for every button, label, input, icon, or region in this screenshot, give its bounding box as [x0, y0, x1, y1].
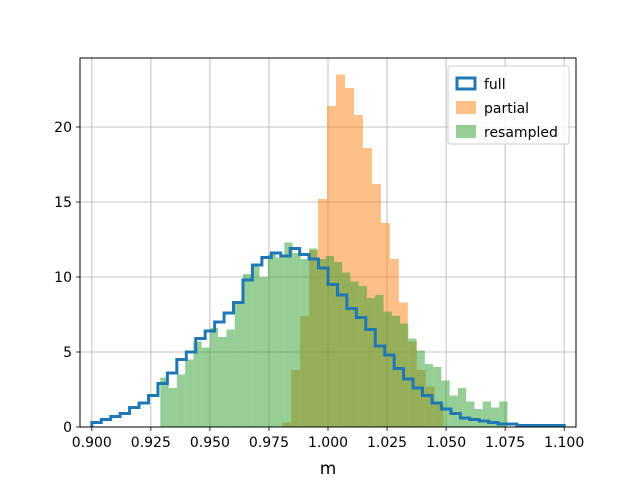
resampled-bar — [433, 367, 442, 427]
resampled-bar — [457, 388, 467, 427]
x-axis-label: m — [320, 459, 337, 479]
x-tick-label: 1.000 — [308, 435, 348, 451]
x-tick-label: 1.100 — [544, 435, 584, 451]
x-tick-label: 0.975 — [249, 435, 289, 451]
resampled-bar — [358, 286, 367, 427]
resampled-bar — [259, 277, 268, 427]
resampled-bar — [466, 401, 475, 427]
partial-bar — [353, 115, 363, 427]
resampled-bar — [325, 256, 334, 427]
resampled-bar — [209, 328, 219, 427]
x-tick-label: 1.075 — [485, 435, 525, 451]
y-tick-label: 0 — [63, 420, 72, 436]
legend-label-full: full — [484, 77, 506, 93]
resampled-bar — [251, 265, 260, 427]
resampled-bar — [218, 337, 227, 427]
resampled-bar — [309, 248, 318, 427]
x-tick-label: 0.950 — [190, 435, 230, 451]
resampled-bar — [242, 274, 252, 427]
resampled-bar — [234, 304, 243, 427]
resampled-bar — [284, 242, 293, 427]
resampled-bar — [201, 347, 210, 427]
legend: full partial resampled — [447, 65, 570, 145]
resampled-bar — [366, 298, 376, 427]
legend-label-resampled: resampled — [484, 125, 558, 141]
legend-swatch-partial — [456, 101, 476, 114]
full-step-line — [90, 247, 566, 427]
partial-bar — [362, 148, 372, 427]
resampled-bar — [292, 253, 301, 427]
resampled-bar — [490, 407, 500, 427]
resampled-bar — [176, 374, 186, 427]
resampled-bar — [168, 388, 177, 427]
resampled-bar — [193, 341, 202, 427]
resampled-bar — [333, 262, 343, 427]
resampled-bar — [375, 295, 384, 427]
y-tick-label: 15 — [54, 195, 72, 211]
x-tick-label: 1.050 — [426, 435, 466, 451]
resampled-bar — [391, 316, 401, 427]
resampled-bar — [383, 311, 392, 427]
resampled-bar — [449, 395, 458, 427]
resampled-bar — [499, 401, 508, 427]
resampled-bar — [482, 401, 491, 427]
partial-bar — [345, 88, 354, 427]
legend-box — [447, 65, 570, 145]
resampled-bar — [160, 377, 169, 427]
resampled-bar — [350, 281, 359, 427]
series-full — [90, 247, 566, 427]
resampled-bar — [441, 380, 450, 427]
resampled-bar — [276, 257, 285, 427]
legend-swatch-full — [455, 76, 477, 91]
legend-label-partial: partial — [484, 101, 529, 117]
partial-bar — [336, 74, 346, 427]
y-tick-label: 5 — [63, 345, 72, 361]
resampled-bar — [267, 254, 277, 427]
y-tick-label: 10 — [54, 270, 72, 286]
resampled-bar — [342, 272, 351, 427]
legend-swatch-resampled — [456, 125, 476, 138]
x-tick-label: 0.900 — [72, 435, 112, 451]
resampled-bar — [300, 259, 310, 427]
y-axis-ticks: 0 5 10 15 20 — [54, 120, 80, 436]
x-tick-label: 1.025 — [367, 435, 407, 451]
resampled-bar — [185, 359, 194, 427]
x-tick-label: 0.925 — [131, 435, 171, 451]
y-tick-label: 20 — [54, 120, 72, 136]
x-axis-ticks: 0.900 0.925 0.950 0.975 1.000 1.025 1.050 1.075… — [72, 427, 584, 451]
resampled-bar — [226, 329, 235, 427]
resampled-bar — [317, 259, 326, 427]
